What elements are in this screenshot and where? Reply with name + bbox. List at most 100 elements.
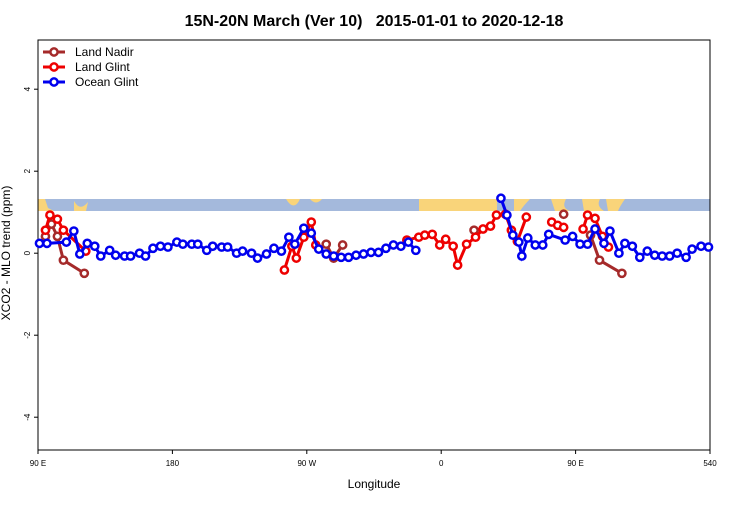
x-tick-label: 540 [703, 459, 717, 468]
data-point [434, 240, 445, 250]
data-point [427, 229, 438, 240]
y-tick-label: 4 [23, 86, 32, 91]
data-point [313, 244, 324, 254]
data-point [578, 224, 588, 234]
data-point [582, 210, 593, 220]
data-point [558, 222, 569, 233]
data-point [440, 234, 451, 245]
chart-title: 15N-20N March (Ver 10) 2015-01-01 to 202… [185, 13, 564, 30]
data-point [222, 242, 233, 252]
data-point [237, 246, 248, 256]
data-point [58, 225, 69, 236]
x-tick-label: 180 [166, 459, 180, 468]
data-point [590, 224, 600, 234]
data-point [74, 249, 85, 259]
data-point [246, 248, 257, 259]
data-point [125, 251, 136, 261]
data-point [448, 241, 458, 252]
data-point [657, 251, 668, 261]
data-point [178, 239, 188, 250]
x-tick-label: 0 [439, 459, 444, 468]
data-point [594, 255, 605, 266]
data-point [192, 239, 203, 250]
data-point [491, 210, 502, 220]
data-point [558, 209, 569, 220]
y-tick-label: -2 [23, 331, 32, 339]
data-point [207, 241, 218, 252]
data-point [336, 252, 346, 263]
data-point [58, 255, 69, 266]
data-point [461, 239, 472, 250]
data-point [366, 247, 376, 258]
data-point [582, 239, 593, 250]
data-point [279, 265, 290, 275]
data-point [40, 225, 51, 236]
data-point [410, 245, 421, 256]
legend-label: Ocean Glint [75, 75, 139, 89]
data-point [298, 223, 309, 234]
data-point [381, 243, 391, 254]
data-point [68, 226, 79, 236]
data-point [321, 239, 332, 250]
data-point [514, 237, 524, 247]
data-point [496, 193, 506, 204]
data-point [516, 251, 527, 261]
data-point [617, 268, 627, 279]
legend-marker [49, 77, 59, 87]
data-point [290, 239, 300, 250]
data-point [155, 241, 166, 252]
land-patches [38, 199, 625, 211]
data-point [291, 253, 302, 263]
data-point [42, 238, 52, 249]
data-point [261, 249, 272, 259]
data-point [530, 240, 541, 250]
data-point [45, 210, 55, 220]
data-point [163, 242, 173, 252]
data-point [664, 251, 675, 261]
data-point [284, 232, 294, 243]
data-point [620, 238, 630, 249]
data-point [403, 237, 414, 247]
land-ocean-strip [38, 199, 710, 211]
data-point [89, 241, 100, 252]
data-point [543, 229, 554, 240]
data-point [470, 232, 481, 243]
data-point [575, 239, 585, 250]
data-point [478, 224, 488, 234]
data-point [452, 260, 463, 270]
y-tick-label: 0 [23, 250, 32, 255]
data-point [419, 230, 430, 241]
data-point [522, 233, 533, 243]
data-point [627, 241, 638, 252]
y-tick-label: 2 [23, 168, 32, 173]
data-point [537, 240, 548, 250]
data-point [140, 251, 151, 261]
data-point [52, 231, 63, 242]
data-point [649, 250, 660, 261]
data-point [321, 249, 332, 259]
legend-label: Land Nadir [75, 45, 134, 59]
data-point [358, 249, 369, 259]
data-point [696, 241, 706, 252]
ocean-strip [38, 199, 710, 211]
y-tick-label: -4 [23, 413, 32, 421]
legend-marker [49, 47, 59, 57]
data-point [605, 226, 615, 236]
data-point [269, 243, 279, 254]
data-point [502, 210, 512, 220]
data-point [687, 244, 697, 254]
data-point [567, 231, 578, 242]
data-point [614, 248, 624, 259]
data-point [61, 237, 72, 247]
data-point [306, 217, 317, 227]
data-point [104, 245, 115, 256]
data-point [351, 250, 361, 261]
data-point [276, 246, 287, 256]
data-point [599, 238, 609, 249]
x-tick-label: 90 W [297, 459, 316, 468]
data-point [703, 242, 714, 252]
data-point [343, 252, 354, 263]
legend-marker [49, 62, 59, 72]
data-point [681, 252, 691, 263]
